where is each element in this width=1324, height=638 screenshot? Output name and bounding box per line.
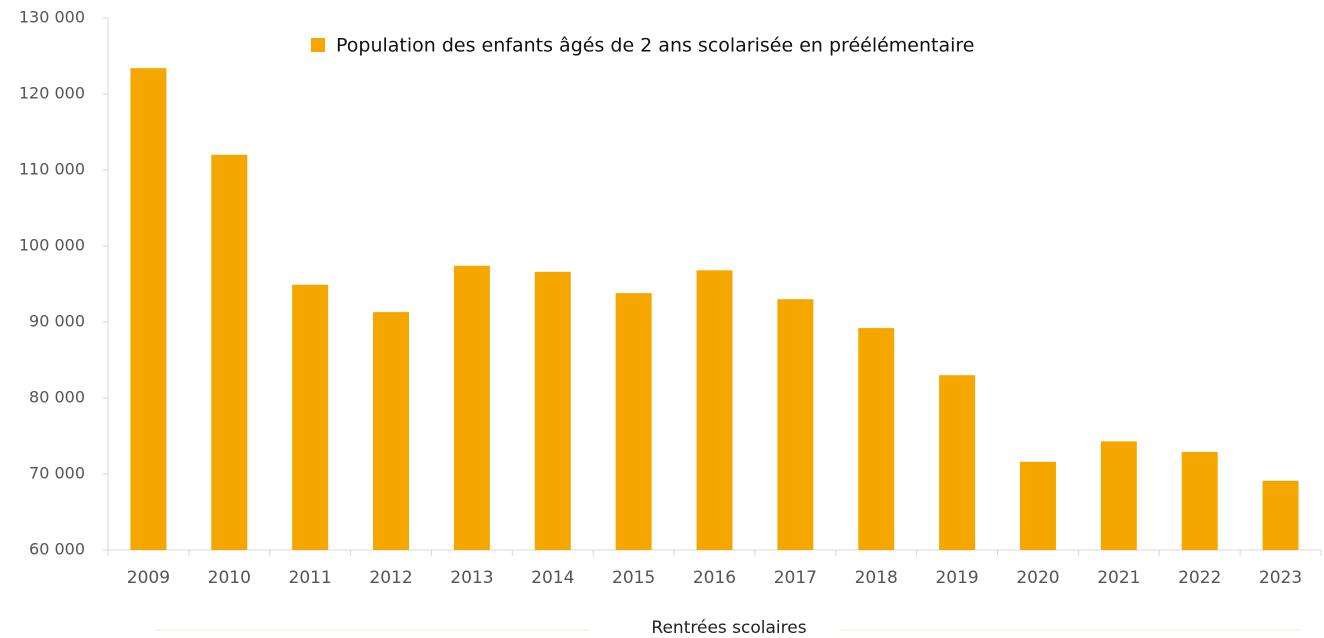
bar <box>939 375 976 550</box>
x-tick-label: 2020 <box>1016 568 1059 588</box>
bar <box>211 154 248 551</box>
y-tick-label: 110 000 <box>19 160 85 179</box>
x-tick-label: 2011 <box>289 568 332 588</box>
y-tick-label: 100 000 <box>19 236 85 255</box>
y-tick-label: 120 000 <box>19 84 85 103</box>
x-axis-title: Rentrées scolaires <box>651 618 806 638</box>
bar <box>1100 441 1137 550</box>
y-tick-label: 80 000 <box>29 388 85 407</box>
x-tick-label: 2018 <box>855 568 898 588</box>
legend-swatch <box>311 38 325 52</box>
bar <box>292 284 329 550</box>
x-tick-label: 2013 <box>450 568 493 588</box>
y-tick-label: 130 000 <box>19 8 85 27</box>
x-tick-label: 2017 <box>774 568 817 588</box>
bar <box>1181 451 1218 550</box>
y-tick-label: 90 000 <box>29 312 85 331</box>
bar <box>615 293 652 550</box>
legend-label: Population des enfants âgés de 2 ans sco… <box>336 35 975 57</box>
y-tick-label: 70 000 <box>29 464 85 483</box>
x-tick-label: 2021 <box>1097 568 1140 588</box>
x-tick-label: 2014 <box>531 568 574 588</box>
x-tick-label: 2022 <box>1178 568 1221 588</box>
bar <box>130 68 167 550</box>
y-tick-label: 60 000 <box>29 540 85 559</box>
x-tick-label: 2009 <box>127 568 170 588</box>
x-tick-label: 2019 <box>935 568 978 588</box>
x-tick-label: 2010 <box>208 568 251 588</box>
x-tick-label: 2012 <box>369 568 412 588</box>
x-tick-label: 2016 <box>693 568 736 588</box>
bar <box>1262 480 1299 550</box>
bar <box>1019 461 1056 550</box>
x-tick-label: 2023 <box>1259 568 1302 588</box>
bar <box>696 270 733 550</box>
x-tick-label: 2015 <box>612 568 655 588</box>
bar <box>777 299 814 550</box>
bar <box>858 328 895 550</box>
bar <box>534 271 571 550</box>
bar <box>453 265 490 550</box>
bar <box>373 312 410 550</box>
